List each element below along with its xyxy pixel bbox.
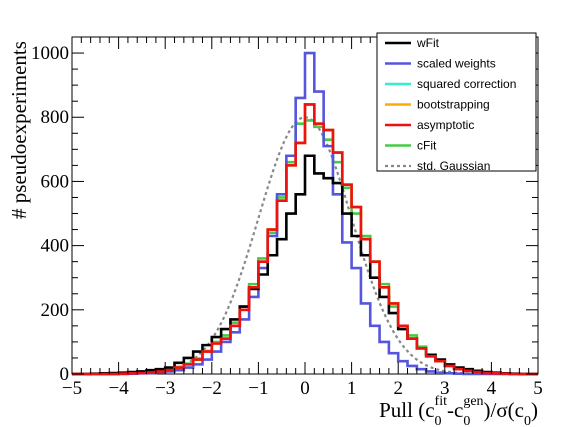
x-label-sub3: 0 [524, 414, 531, 427]
legend-label-std-gaussian: std. Gaussian [417, 159, 490, 173]
x-tick-label: 5 [533, 378, 543, 399]
x-axis-label: Pull (c0fit-c0gen)/σ(c0) [379, 394, 538, 427]
x-tick-label: 0 [300, 378, 310, 399]
x-tick-label: −5 [62, 378, 82, 399]
x-label-end: ) [531, 398, 538, 422]
x-tick-label: −2 [202, 378, 222, 399]
x-label-sub2: 0 [463, 414, 470, 427]
y-axis-label: # pseudoexperiments [7, 41, 31, 219]
x-label-mid: -c [447, 398, 463, 422]
x-tick-label: −4 [108, 378, 129, 399]
x-tick-label: 1 [347, 378, 357, 399]
legend-label-bootstrapping: bootstrapping [417, 98, 490, 112]
x-tick-label: 3 [440, 378, 450, 399]
legend-label-asymptotic: asymptotic [417, 118, 474, 132]
x-tick-label: 2 [393, 378, 403, 399]
x-tick-label: −3 [155, 378, 175, 399]
x-tick-label: 4 [487, 378, 497, 399]
legend-label-wfit: wFit [416, 36, 440, 50]
y-tick-label: 400 [41, 236, 70, 257]
x-tick-label: −1 [248, 378, 268, 399]
legend: wFit scaled weights squared correction boot… [376, 32, 537, 173]
legend-label-squared-correction: squared correction [417, 77, 516, 91]
x-label-prefix: Pull (c [379, 398, 434, 422]
legend-box [376, 32, 537, 172]
legend-label-scaled-weights: scaled weights [417, 57, 496, 71]
y-tick-label: 1000 [31, 43, 69, 64]
legend-label-cfit: cFit [417, 139, 437, 153]
x-label-suffix: )/σ(c [484, 398, 524, 422]
x-label-sub1: 0 [435, 414, 442, 427]
y-tick-label: 800 [41, 107, 70, 128]
y-tick-label: 200 [41, 300, 70, 321]
y-tick-label: 0 [60, 364, 70, 385]
axes-layer: 0 200 400 600 800 1000 −5 −4 −3 −2 −1 0 1 2 3 4 5 [31, 36, 543, 399]
x-label-sup2: gen [463, 394, 483, 409]
y-tick-label: 600 [41, 171, 70, 192]
x-label-sup1: fit [435, 394, 448, 409]
